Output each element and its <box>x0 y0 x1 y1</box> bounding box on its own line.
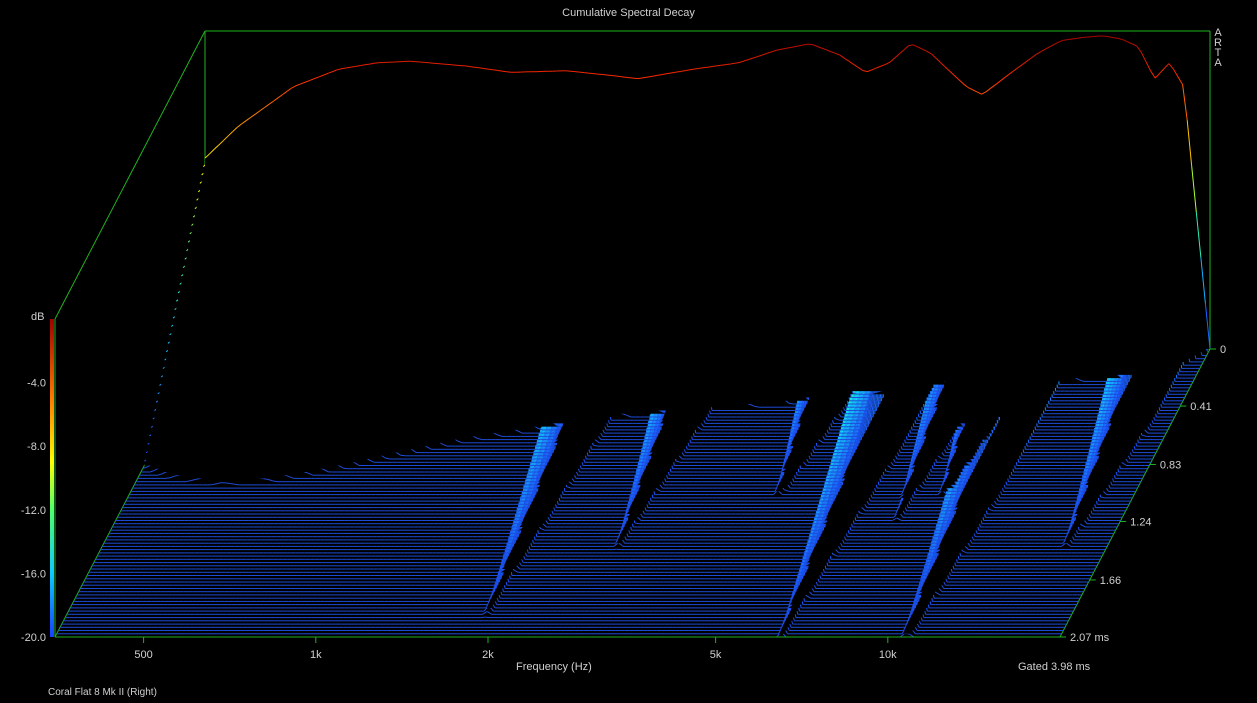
box-edge-7 <box>54 30 206 320</box>
slice-segment <box>915 597 921 599</box>
decay-slice <box>88 516 1094 573</box>
decay-slice <box>58 619 1064 631</box>
slice-segment <box>480 616 486 619</box>
slice-segment <box>482 610 488 615</box>
slice-segment <box>785 610 791 612</box>
decay-slice <box>83 533 1089 583</box>
slice-segment <box>803 547 810 576</box>
slice-segment <box>806 528 813 554</box>
slice-segment <box>917 591 923 596</box>
decay-slice <box>63 602 1069 622</box>
slice-segment <box>805 595 811 599</box>
slice-segment <box>899 633 906 638</box>
slice-segment <box>513 569 519 573</box>
decay-slice <box>75 562 1081 599</box>
decay-slice <box>66 591 1072 615</box>
decay-slice <box>65 596 1071 619</box>
slice-segment <box>935 591 941 596</box>
decay-slice <box>87 522 1093 576</box>
slice-segment <box>802 553 808 579</box>
slice-segment <box>486 610 492 615</box>
slice-segment <box>787 604 793 609</box>
slice-segment <box>916 575 922 605</box>
slice-segment <box>499 568 505 573</box>
decay-slices <box>55 35 1211 638</box>
slice-segment <box>498 553 505 583</box>
slice-segment <box>485 616 491 619</box>
decay-slice <box>60 614 1066 628</box>
slice-segment <box>803 539 809 565</box>
